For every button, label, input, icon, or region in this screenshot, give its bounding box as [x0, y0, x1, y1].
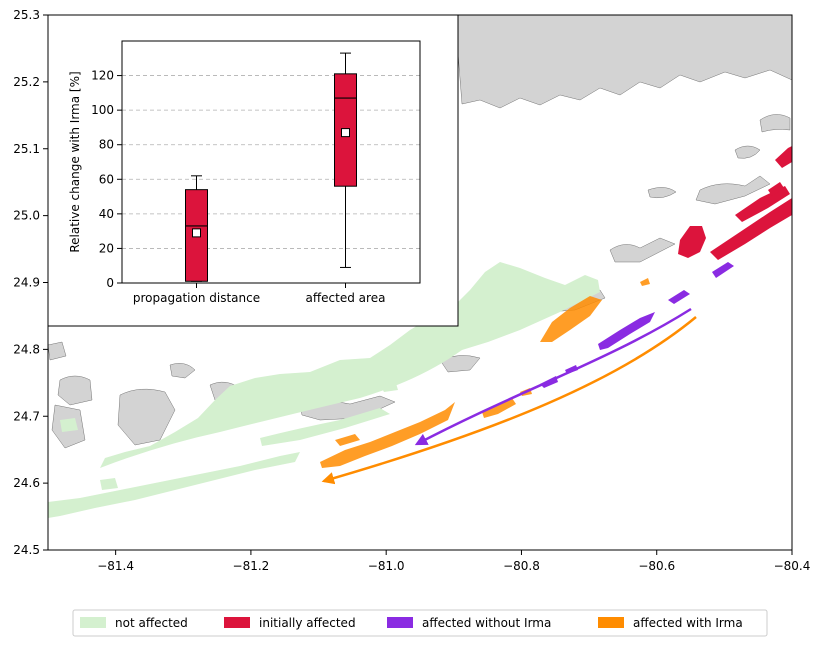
legend-swatch [224, 617, 250, 628]
affected-without-irma-patch-2 [668, 290, 690, 304]
legend-label: initially affected [259, 616, 356, 630]
legend-label: affected without Irma [422, 616, 551, 630]
map-x-tick-label: −81.2 [233, 559, 270, 573]
legend: not affected initially affected affected w… [72, 609, 768, 637]
legend-item: affected without Irma [387, 616, 551, 630]
legend-swatch [387, 617, 413, 628]
initially-affected-patch-1 [678, 226, 706, 258]
inset-y-axis-label: Relative change with Irma [%] [68, 71, 82, 252]
inset-x-axis: propagation distance affected area [133, 283, 386, 305]
legend-label: not affected [115, 616, 188, 630]
map-y-tick-label: 25.1 [13, 142, 40, 156]
map-y-tick-label: 24.6 [13, 476, 40, 490]
map-y-tick-label: 24.8 [13, 342, 40, 356]
not-affected-strip [260, 408, 390, 446]
legend-swatch [80, 617, 106, 628]
inset-background [47, 14, 459, 327]
island-b [734, 145, 761, 159]
island-d [695, 175, 771, 205]
map-x-axis: −81.4 −81.2 −81.0 −80.8 −80.6 −80.4 [97, 550, 810, 573]
map-x-tick-label: −80.8 [503, 559, 540, 573]
inset-y-tick-label: 20 [99, 241, 114, 255]
map-x-tick-label: −80.6 [638, 559, 675, 573]
initially-affected-patch-3 [735, 186, 790, 222]
inset-boxes [185, 52, 357, 282]
map-y-tick-label: 24.7 [13, 409, 40, 423]
affected-with-irma-patch-3 [482, 398, 516, 418]
inset-y-tick-label: 40 [99, 207, 114, 221]
map-y-tick-label: 25.3 [13, 8, 40, 22]
inset-y-axis: 0 20 40 60 80 100 120 [91, 69, 122, 290]
map-y-tick-label: 25.0 [13, 209, 40, 223]
inset-y-tick-label: 120 [91, 69, 114, 83]
affected-without-irma-patch-1 [598, 312, 655, 350]
inset-y-tick-label: 80 [99, 138, 114, 152]
box-propagation-distance [185, 175, 208, 282]
box-mean-marker [192, 228, 201, 238]
map-y-tick-label: 25.2 [13, 75, 40, 89]
inset-x-tick-label: affected area [306, 291, 386, 305]
legend-item: affected with Irma [598, 616, 743, 630]
map-y-tick-label: 24.5 [13, 543, 40, 557]
not-affected-main [100, 262, 600, 468]
affected-with-irma-patch-2 [320, 402, 455, 468]
map-x-tick-label: −81.0 [368, 559, 405, 573]
affected-with-irma-patch-4 [335, 434, 360, 446]
island-j [57, 375, 93, 406]
inset-y-tick-label: 60 [99, 172, 114, 186]
inset-grid [122, 75, 420, 249]
inset-panel: 0 20 40 60 80 100 120 propagation distance affe… [47, 14, 459, 327]
mainland-land [454, 15, 792, 109]
arrow-affected-without-irma [414, 307, 692, 446]
legend-item: not affected [80, 616, 188, 630]
initially-affected-patch-4 [775, 146, 792, 168]
inset-y-tick-label: 100 [91, 103, 114, 117]
inset-y-tick-label: 0 [106, 276, 114, 290]
affected-without-irma-areas [540, 262, 734, 388]
inset-x-tick-label: propagation distance [133, 291, 260, 305]
legend-swatch [598, 617, 624, 628]
arrow-affected-with-irma [321, 316, 697, 485]
island-a [759, 114, 791, 133]
island-c [647, 187, 677, 199]
island-n [48, 341, 67, 361]
affected-with-irma-patch-1 [540, 296, 602, 342]
map-x-tick-label: −81.4 [97, 559, 134, 573]
map-y-tick-label: 24.9 [13, 276, 40, 290]
not-affected-west [48, 452, 300, 518]
legend-item: initially affected [224, 616, 356, 630]
initially-affected-patch-2 [710, 198, 792, 260]
box-affected-area [334, 52, 357, 268]
affected-without-irma-patch-3 [712, 262, 734, 278]
not-affected-areas [48, 262, 600, 518]
island-i [117, 388, 176, 446]
initially-affected-areas [678, 146, 792, 260]
affected-with-irma-patch-5 [640, 278, 650, 286]
legend-label: affected with Irma [633, 616, 743, 630]
inset-plot-frame [121, 40, 421, 284]
map-y-axis: 24.5 24.6 24.7 24.8 24.9 25.0 25.1 25.2 25.3 [13, 8, 48, 557]
island-e [609, 237, 676, 263]
map-x-tick-label: −80.4 [774, 559, 811, 573]
initially-affected-patch-5 [768, 182, 784, 196]
legend-frame [72, 609, 768, 637]
island-m [169, 363, 196, 379]
box-mean-marker [341, 128, 350, 138]
